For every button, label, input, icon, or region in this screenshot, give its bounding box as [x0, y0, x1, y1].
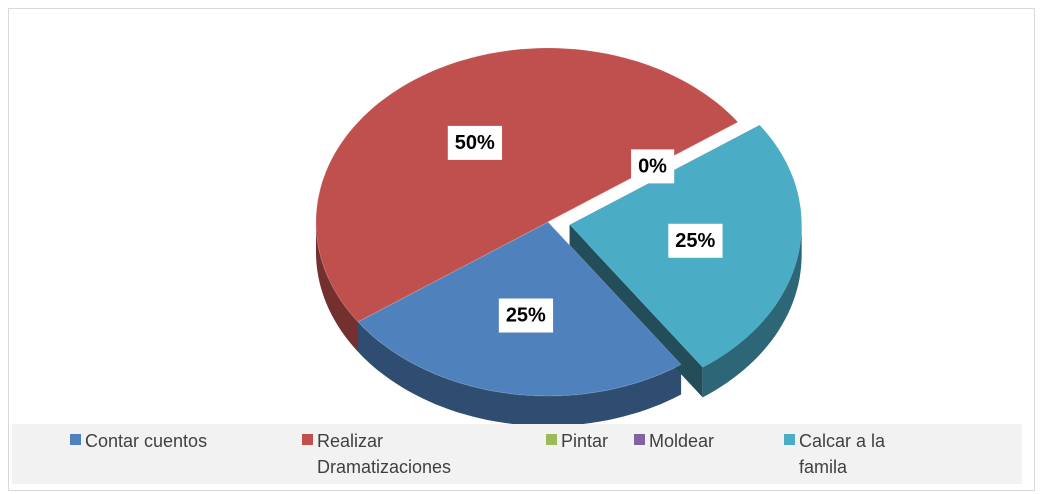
legend: Contar cuentos Realizar Dramatizaciones Pi…	[12, 424, 1022, 484]
data-label: 50%	[455, 132, 495, 154]
data-label-group: 25%	[668, 223, 723, 258]
legend-label: Calcar a la famila	[799, 431, 886, 477]
legend-item: Realizar Dramatizaciones	[302, 428, 546, 484]
legend-item: Moldear	[634, 428, 784, 484]
legend-swatch	[634, 434, 645, 445]
data-label-box	[631, 149, 675, 184]
data-label-group: 25%	[498, 298, 554, 333]
slice	[315, 47, 739, 323]
slice	[547, 121, 739, 223]
legend-label: Realizar Dramatizaciones	[317, 431, 452, 477]
data-label-box	[447, 125, 503, 160]
data-label: 25%	[675, 230, 715, 252]
legend-swatch	[70, 434, 81, 445]
data-label-group: 0%	[631, 149, 675, 184]
legend-label: Contar cuentos	[85, 431, 208, 451]
legend-item: Calcar a la famila	[784, 428, 934, 484]
legend-swatch	[546, 434, 557, 445]
data-label-box	[668, 223, 723, 258]
legend-label: Moldear	[649, 431, 715, 451]
legend-swatch	[784, 434, 795, 445]
data-label: 25%	[506, 305, 546, 327]
legend-label: Pintar	[561, 431, 609, 451]
legend-item: Contar cuentos	[70, 428, 302, 484]
data-label-box	[498, 298, 554, 333]
slice-side	[702, 224, 802, 398]
data-label: 0%	[638, 155, 667, 177]
slice-side	[316, 222, 358, 352]
data-label-group: 50%	[447, 125, 503, 160]
legend-item: Pintar	[546, 428, 634, 484]
slice-side	[358, 321, 682, 426]
legend-swatch	[302, 434, 313, 445]
